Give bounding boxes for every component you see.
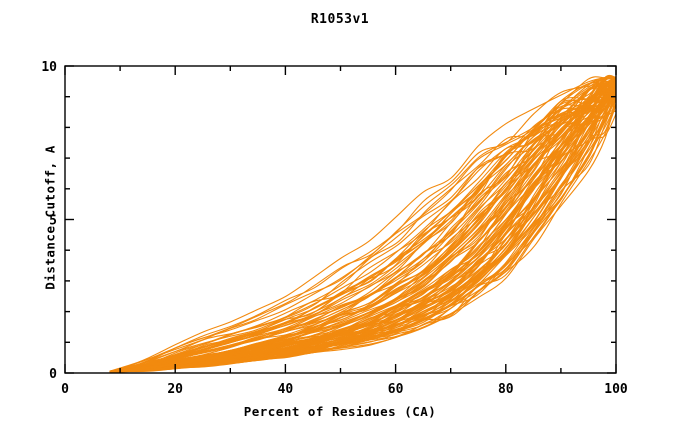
chart-title: R1053v1 bbox=[310, 12, 370, 27]
axis-frame bbox=[64, 65, 617, 374]
y-tick-label: 10 bbox=[41, 60, 57, 75]
x-tick-label: 80 bbox=[498, 382, 514, 397]
tick-labels: 0 20 40 60 80 100 0 5 10 bbox=[41, 60, 628, 397]
y-tick-label: 0 bbox=[49, 367, 57, 382]
x-tick-label: 100 bbox=[604, 382, 628, 397]
x-tick-label: 60 bbox=[388, 382, 404, 397]
data-curves bbox=[109, 74, 616, 373]
x-axis-label: Percent of Residues (CA) bbox=[243, 404, 437, 419]
x-tick-label: 40 bbox=[278, 382, 294, 397]
x-tick-label: 20 bbox=[167, 382, 183, 397]
y-tick-label: 5 bbox=[49, 214, 57, 229]
x-tick-label: 0 bbox=[61, 382, 69, 397]
